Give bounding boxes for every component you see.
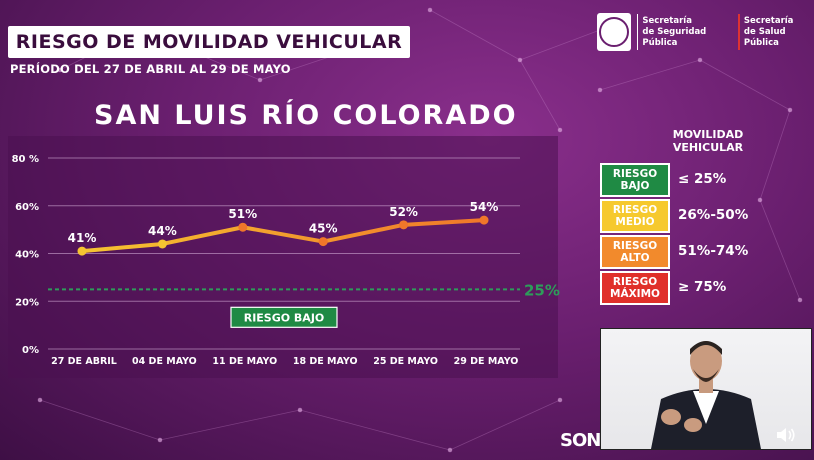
speaker-icon[interactable] (775, 425, 797, 445)
period-subtitle: PERÍODO DEL 27 DE ABRIL AL 29 DE MAYO (10, 62, 291, 76)
legend-range-medium: 26%-50% (678, 207, 749, 223)
data-point (479, 215, 489, 225)
legend-title-line1: MOVILIDAD (672, 128, 744, 141)
x-tick-label: 04 DE MAYO (132, 356, 197, 367)
health-logo-line2: de Salud Pública (743, 26, 786, 48)
legend-badge-high-line1: RIESGO (612, 240, 658, 252)
security-logo-line2: de Seguridad Pública (642, 26, 707, 48)
legend-item-max: RIESGO MÁXIMO ≥ 75% (598, 271, 798, 307)
health-logo-line1: Secretaría (743, 15, 794, 26)
sign-language-interpreter-video (600, 328, 812, 450)
zone-badge (230, 306, 338, 328)
data-point (318, 237, 328, 247)
broadcaster-logo: SON (560, 430, 601, 451)
chart-canvas: 0% 20% 40% 60% 80 % 25% RIESGO BAJO 41% 27 DE … (8, 136, 560, 378)
zone-label: RIESGO BAJO (244, 311, 325, 324)
x-tick-label: 11 DE MAYO (212, 356, 277, 367)
y-tick-label: 60% (15, 202, 39, 213)
data-point (77, 246, 87, 256)
y-tick-label: 40% (15, 250, 39, 261)
legend-range-max: ≥ 75% (678, 279, 727, 295)
legend-badge-low-line2: BAJO (620, 180, 650, 192)
interpreter-figure (651, 341, 761, 449)
y-tick-label: 80 % (12, 154, 39, 165)
legend-title: MOVILIDAD VEHICULAR (668, 128, 748, 154)
legend-badge-medium-line1: RIESGO (612, 204, 658, 216)
legend-badge-high-line2: ALTO (620, 252, 650, 264)
title-banner: RIESGO DE MOVILIDAD VEHICULAR (8, 26, 410, 58)
data-label: 54% (470, 200, 499, 214)
legend-badge-max-line2: MÁXIMO (610, 288, 660, 300)
legend-badge-low-line1: RIESGO (612, 168, 658, 180)
legend-range-low: ≤ 25% (678, 171, 727, 187)
x-tick-label: 25 DE MAYO (373, 356, 438, 367)
legend-item-high: RIESGO ALTO 51%-74% (598, 235, 798, 271)
data-label: 52% (389, 205, 418, 219)
legend-title-line2: VEHICULAR (672, 141, 744, 154)
city-title: SAN LUIS RÍO COLORADO (94, 100, 518, 131)
data-label: 44% (148, 224, 177, 238)
legend-badge-max: RIESGO MÁXIMO (600, 271, 670, 305)
x-tick-label: 29 DE MAYO (454, 356, 519, 367)
legend-item-low: RIESGO BAJO ≤ 25% (598, 163, 798, 199)
legend-badge-low: RIESGO BAJO (600, 163, 670, 197)
legend-range-high: 51%-74% (678, 243, 749, 259)
data-label: 45% (309, 222, 338, 236)
legend-badge-medium-line2: MEDIO (615, 216, 655, 228)
security-secretariat-logo: Secretaría de Seguridad Pública (636, 14, 732, 50)
x-tick-label: 18 DE MAYO (293, 356, 358, 367)
series-line (80, 218, 486, 254)
security-logo-line1: Secretaría (642, 15, 692, 26)
legend-badge-medium: RIESGO MEDIO (600, 199, 670, 233)
legend-item-medium: RIESGO MEDIO 26%-50% (598, 199, 798, 235)
data-point (399, 220, 409, 230)
x-tick-label: 27 DE ABRIL (51, 356, 117, 367)
data-point (238, 222, 248, 232)
chart-panel (8, 136, 558, 378)
data-label: 51% (228, 207, 257, 221)
legend-badge-high: RIESGO ALTO (600, 235, 670, 269)
y-tick-label: 20% (15, 297, 39, 308)
reference-line-label: 25% (524, 281, 560, 299)
state-seal-icon (597, 13, 631, 51)
mobility-line-chart: 0% 20% 40% 60% 80 % 25% RIESGO BAJO 41% 27 DE … (0, 132, 560, 382)
data-point (157, 239, 167, 249)
government-logos: Secretaría de Seguridad Pública Secretar… (597, 12, 814, 52)
y-tick-label: 0% (22, 345, 39, 356)
health-secretariat-logo: Secretaría de Salud Pública (738, 14, 814, 50)
page-title: RIESGO DE MOVILIDAD VEHICULAR (15, 31, 403, 53)
legend-badge-max-line1: RIESGO (612, 276, 658, 288)
data-label: 41% (68, 231, 97, 245)
